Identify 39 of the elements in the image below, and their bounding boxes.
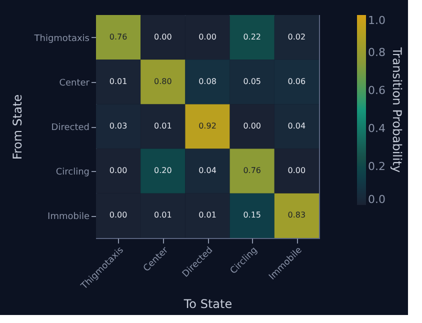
color-bar-label: 1.0 [368,14,386,27]
data-label: 0.00 [198,32,216,42]
y-tick-label: Directed [51,123,90,133]
data-label: 0.76 [109,32,128,42]
data-label: 0.00 [243,122,262,130]
data-label: 0.00 [109,166,128,176]
data-label: 0.08 [198,76,216,86]
data-label: 0.01 [109,76,128,86]
y-axis-title: From State [10,94,24,160]
color-bar-label: 0.6 [368,84,386,97]
color-bar-label: 0.0 [368,193,386,206]
data-label: 0.01 [198,210,216,220]
data-label: 0.05 [243,76,262,86]
data-label: 0.04 [198,166,216,176]
color-bar-label: 0.8 [368,46,386,59]
data-label: 0.01 [154,122,172,130]
data-label: 0.06 [288,76,306,86]
color-bar-label: 0.4 [368,122,386,135]
data-label: 0.92 [198,122,216,130]
data-label: 0.01 [154,210,172,220]
color-bar-label: 0.2 [368,160,386,173]
data-label: 0.22 [243,32,262,42]
data-label: 0.20 [154,166,172,176]
x-axis-title: To State [182,296,232,311]
data-label: 0.00 [109,210,128,220]
y-tick-label: Thigmotaxis [33,34,90,44]
y-tick-label: Center [59,78,90,88]
data-label: 0.76 [243,166,262,176]
data-label: 0.04 [288,122,306,130]
data-label: 0.15 [243,210,262,220]
data-label: 0.83 [288,210,306,220]
data-label: 0.02 [288,32,306,42]
y-tick-label: Circling [56,168,90,178]
data-label: 0.80 [154,76,172,86]
data-label: 0.00 [154,32,172,42]
y-tick-label: Immobile [48,212,90,222]
color-bar-title: Transition Probability [390,46,404,173]
data-label: 0.03 [109,122,128,130]
data-label: 0.00 [288,166,306,176]
